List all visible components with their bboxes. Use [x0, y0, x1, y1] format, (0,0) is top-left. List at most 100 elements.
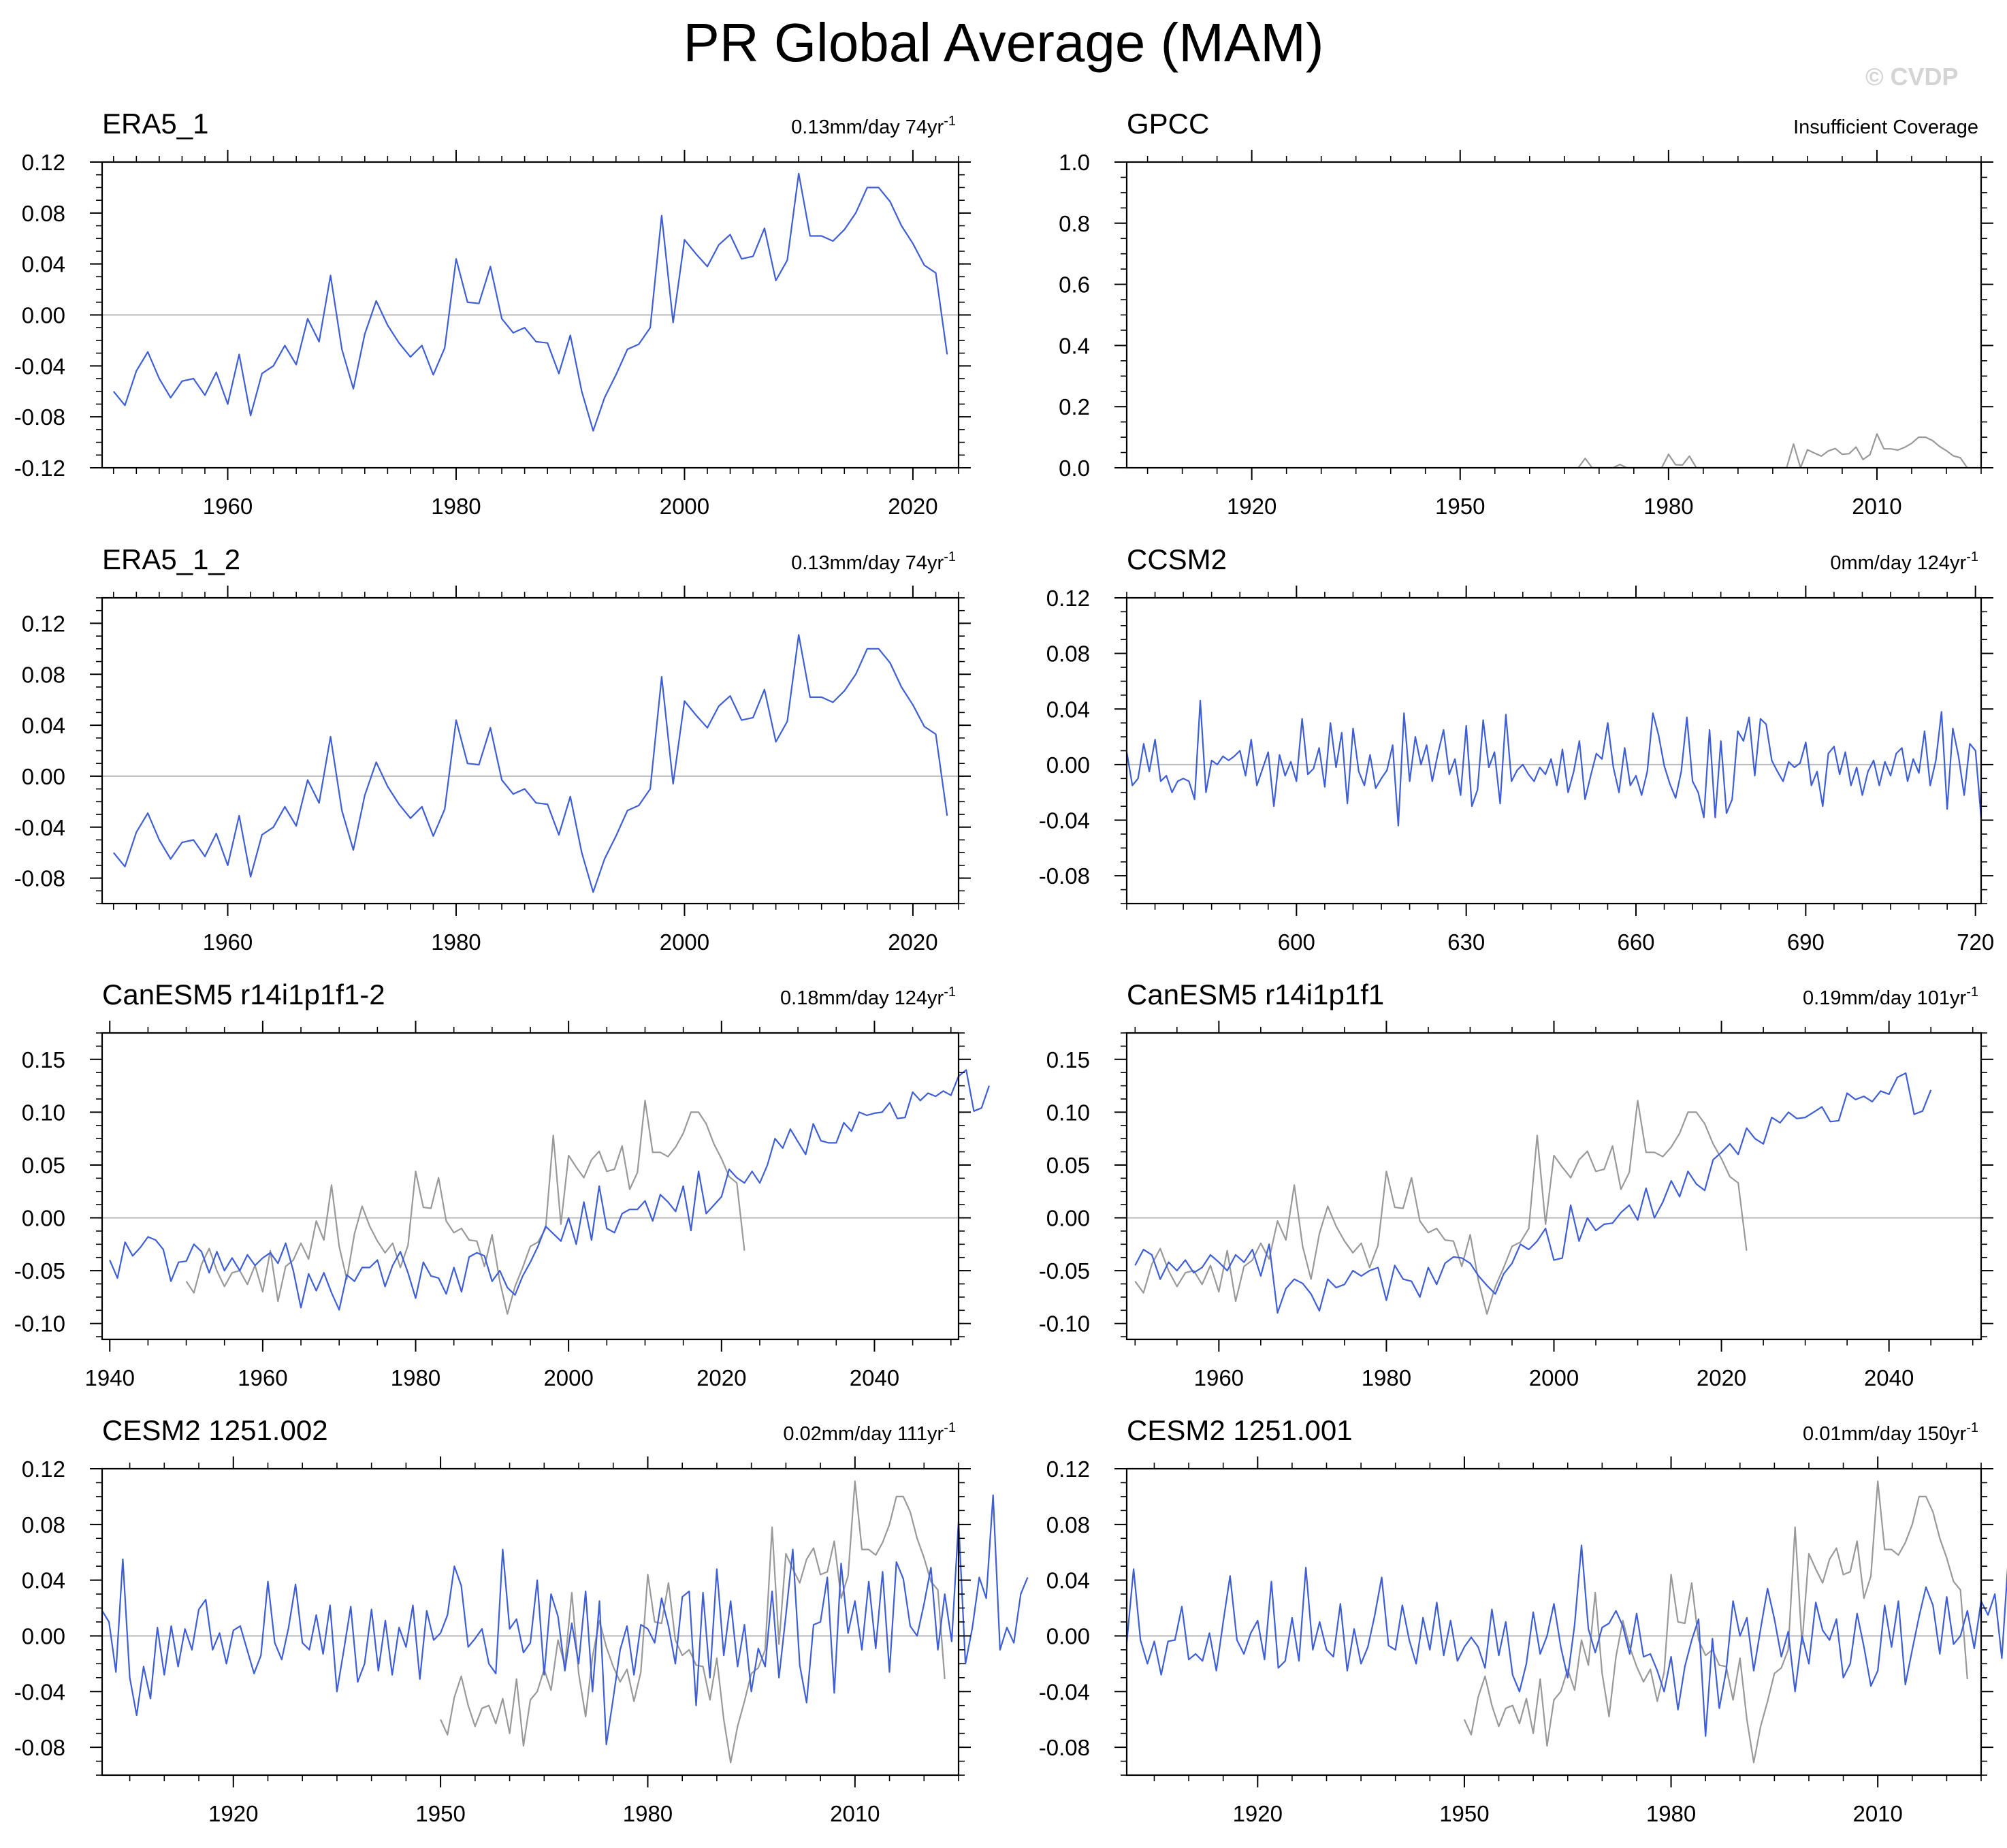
trend-label: 0.19mm/day 101yr-1	[1803, 985, 1978, 1009]
x-tick-label: 1980	[431, 929, 481, 955]
series-line-cesm2-1251-002	[101, 1494, 1029, 1746]
series-line-observed	[185, 1100, 745, 1315]
x-tick-label: 720	[1957, 929, 1994, 955]
y-tick-label: -0.04	[14, 815, 65, 840]
y-tick-label: 0.08	[22, 662, 65, 687]
x-tick-label: 1980	[623, 1801, 673, 1826]
y-tick-label: 0.04	[22, 1568, 65, 1593]
series-line-era5-1-2	[112, 634, 948, 893]
y-tick-label: -0.08	[14, 866, 65, 891]
y-tick-label: 0.08	[22, 1512, 65, 1538]
y-tick-label: 0.00	[22, 303, 65, 328]
panel-title: CESM2 1251.002	[102, 1414, 328, 1446]
y-tick-label: -0.05	[14, 1258, 65, 1284]
y-tick-label: 0.00	[22, 1206, 65, 1231]
series-line-observed	[1134, 1100, 1748, 1315]
y-tick-label: 0.2	[1059, 394, 1090, 419]
trend-exponent: -1	[1966, 549, 1978, 564]
x-tick-label: 1940	[85, 1365, 135, 1390]
y-tick-label: -0.04	[1039, 808, 1090, 833]
y-tick-label: -0.10	[1039, 1311, 1090, 1337]
x-tick-label: 1960	[203, 929, 253, 955]
y-tick-label: 0.00	[22, 764, 65, 789]
x-tick-label: 1920	[1233, 1801, 1283, 1826]
x-tick-label: 2010	[1852, 1801, 1902, 1826]
panel-title: CCSM2	[1127, 543, 1227, 575]
chart-panel-6: 1960 1980 2000 2020 2040 -0.10 -0.05 0.00 0.05 0.…	[1039, 978, 1993, 1390]
plot-frame	[1125, 596, 1982, 905]
y-tick-label: -0.10	[14, 1311, 65, 1337]
x-tick-label: 1950	[1435, 494, 1485, 519]
panel-title: CESM2 1251.001	[1127, 1414, 1353, 1446]
trend-exponent: -1	[944, 114, 956, 129]
y-tick-label: 0.15	[1046, 1047, 1090, 1072]
x-tick-label: 1920	[208, 1801, 258, 1826]
x-tick-label: 1980	[1362, 1365, 1411, 1390]
chart-panel-2: 1920 1950 1980 2010 0.0 0.2 0.4 0.6 0.8 1.0 GPCC In…	[1059, 108, 1993, 519]
y-tick-label: 0.12	[22, 150, 65, 175]
trend-exponent: -1	[1966, 985, 1978, 1000]
chart-panel-4: 600 630 660 690 720 -0.08 -0.04 0.00 0.04 0.08 0.1…	[1039, 543, 1994, 955]
watermark-logo: © CVDP	[1865, 63, 1959, 91]
plot-frame	[1125, 1032, 1982, 1341]
y-tick-label: 0.10	[22, 1100, 65, 1125]
y-tick-label: -0.08	[1039, 1735, 1090, 1760]
plot-frame	[1125, 1467, 1982, 1777]
y-tick-label: -0.08	[14, 1735, 65, 1760]
y-tick-label: 0.00	[1046, 752, 1090, 778]
trend-label: 0.01mm/day 150yr-1	[1803, 1420, 1978, 1445]
trend-exponent: -1	[944, 1420, 956, 1435]
y-tick-label: 0.08	[1046, 641, 1090, 667]
y-tick-label: -0.08	[14, 404, 65, 430]
x-tick-label: 2020	[1697, 1365, 1746, 1390]
x-tick-label: 1960	[238, 1365, 287, 1390]
x-tick-label: 2020	[888, 494, 937, 519]
y-tick-label: 0.12	[1046, 1456, 1090, 1482]
x-tick-label: 1980	[1646, 1801, 1696, 1826]
series-line-observed	[440, 1480, 946, 1764]
x-tick-label: 2000	[660, 494, 709, 519]
y-tick-label: 0.00	[1046, 1206, 1090, 1231]
x-tick-label: 2010	[1852, 494, 1901, 519]
y-tick-label: -0.12	[14, 456, 65, 481]
y-tick-label: 1.0	[1059, 150, 1090, 175]
plot-frame	[101, 596, 960, 905]
y-tick-label: -0.08	[1039, 863, 1090, 889]
y-tick-label: 0.12	[22, 1456, 65, 1482]
series-line-era5-1	[112, 172, 948, 432]
x-tick-label: 1980	[391, 1365, 440, 1390]
trend-exponent: -1	[1966, 1420, 1978, 1435]
x-tick-label: 2010	[830, 1801, 880, 1826]
x-tick-label: 2000	[660, 929, 709, 955]
y-tick-label: 0.12	[1046, 586, 1090, 611]
series-line-cesm2-1251-001	[1125, 1544, 2007, 1737]
trend-label: 0.02mm/day 111yr-1	[783, 1420, 956, 1445]
x-tick-label: 1960	[1194, 1365, 1244, 1390]
y-tick-label: 0.04	[22, 713, 65, 738]
series-line-canesm5-r14i1p1f1-2	[109, 1069, 990, 1311]
y-tick-label: 0.05	[22, 1153, 65, 1178]
chart-panel-7: 1920 1950 1980 2010 -0.08 -0.04 0.00 0.04 0.08 0.…	[14, 1414, 1029, 1826]
trend-label: 0mm/day 124yr-1	[1830, 549, 1978, 574]
x-tick-label: 2040	[1864, 1365, 1914, 1390]
y-tick-label: 0.8	[1059, 211, 1090, 236]
trend-label: 0.18mm/day 124yr-1	[780, 985, 956, 1009]
x-tick-label: 2020	[696, 1365, 746, 1390]
series-line-ccsm2	[1125, 699, 1982, 827]
y-tick-label: 0.15	[22, 1047, 65, 1072]
chart-panel-5: 1940 1960 1980 2000 2020 2040 -0.10 -0.05 0.00 0.…	[14, 978, 990, 1390]
trend-label: Insufficient Coverage	[1793, 116, 1978, 138]
page-title: PR Global Average (MAM)	[683, 12, 1324, 73]
trend-exponent: -1	[944, 549, 956, 564]
trend-label: 0.13mm/day 74yr-1	[791, 549, 956, 574]
panel-title: ERA5_1_2	[102, 543, 240, 575]
plot-frame	[1125, 161, 1982, 469]
x-tick-label: 2040	[850, 1365, 899, 1390]
x-tick-label: 600	[1278, 929, 1315, 955]
x-tick-label: 1980	[431, 494, 481, 519]
y-tick-label: 0.00	[1046, 1623, 1090, 1648]
y-tick-label: 0.10	[1046, 1100, 1090, 1125]
y-tick-label: 0.4	[1059, 333, 1090, 358]
y-tick-label: -0.04	[14, 1679, 65, 1704]
